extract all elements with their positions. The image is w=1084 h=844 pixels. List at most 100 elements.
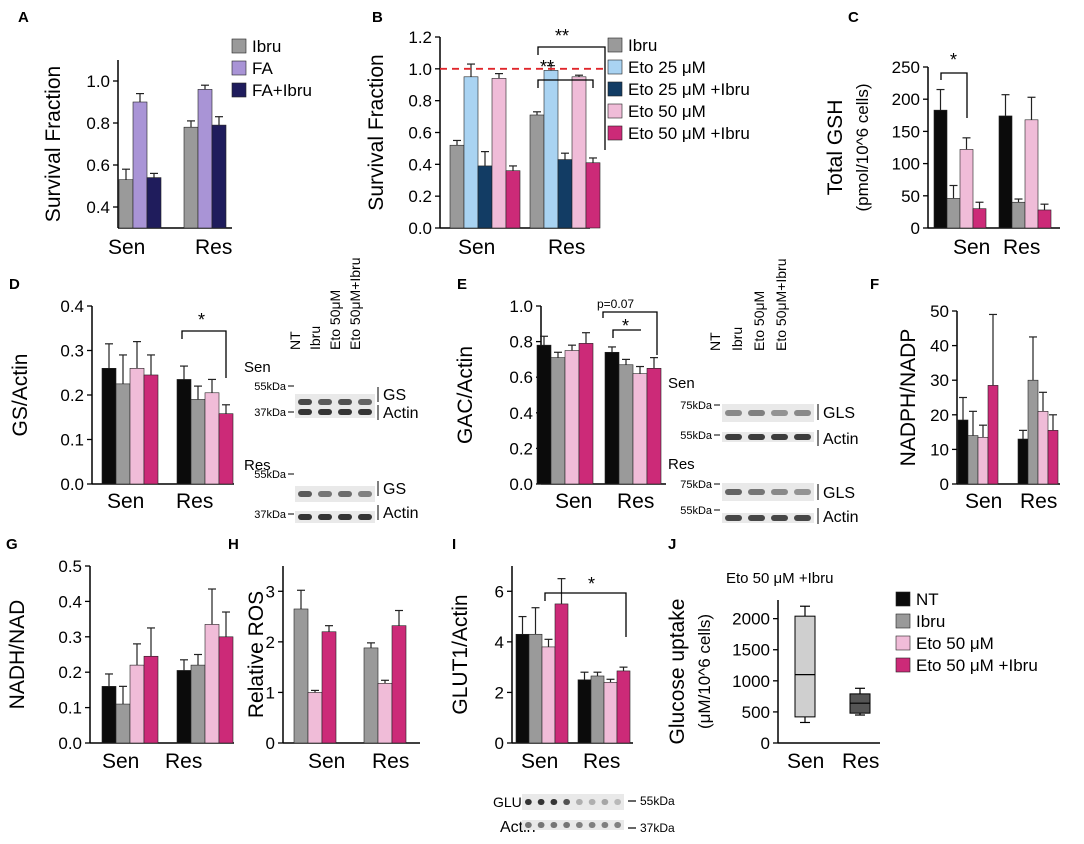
panel-title: Eto 50 μM +Ibru <box>726 570 833 587</box>
x-category-label: Res <box>176 490 213 513</box>
blot-band <box>748 515 765 521</box>
y-tick-label: 50 <box>901 187 920 206</box>
y-tick-label: 0.6 <box>509 368 533 387</box>
legend-label: Eto 50 μM +Ibru <box>628 124 750 143</box>
blot-strip <box>722 432 814 442</box>
legend-label: NT <box>916 590 939 609</box>
y-tick-label: 0.8 <box>86 114 110 133</box>
y-tick-label: 150 <box>892 122 920 141</box>
panel-label: F <box>870 276 879 293</box>
y-tick-label: 0 <box>495 734 504 753</box>
y-tick-label: 0.2 <box>58 663 82 682</box>
band-label: GS <box>383 387 406 404</box>
y-tick-label: 0.2 <box>509 439 533 458</box>
y-tick-label: 40 <box>930 337 949 356</box>
blot-band <box>771 515 788 521</box>
y-tick-label: 1 <box>266 683 275 702</box>
blot-band <box>794 410 811 416</box>
blot-marker: 37kDa <box>640 821 675 835</box>
y-tick-label: 0.4 <box>408 155 432 174</box>
x-category-label: Res <box>1003 236 1040 259</box>
y-tick-label: 0.4 <box>58 592 82 611</box>
y-axis-label: Relative ROS <box>245 591 268 718</box>
x-category-label: Sen <box>787 750 824 773</box>
y-axis-label: GLUT1/Actin <box>449 594 472 714</box>
y-tick-label: 0.1 <box>58 699 82 718</box>
y-axis-label: NADPH/NADP <box>897 329 920 467</box>
blot-band <box>358 409 372 415</box>
y-axis-label: Total GSH <box>824 100 847 196</box>
y-tick-label: 1000 <box>732 672 770 691</box>
y-axis-label: GAC/Actin <box>454 346 477 444</box>
bar <box>1017 438 1029 485</box>
blot-band <box>748 489 765 495</box>
legend-swatch <box>231 82 247 98</box>
blot-band <box>771 410 788 416</box>
blot-strip <box>295 486 375 502</box>
blot-band <box>794 434 811 440</box>
bar <box>115 383 131 485</box>
bar <box>604 351 620 485</box>
blot-band <box>338 514 352 520</box>
bar <box>1037 411 1049 485</box>
panel-label: I <box>452 536 456 553</box>
y-tick-label: 3 <box>266 582 275 601</box>
bar <box>1011 201 1026 229</box>
blot-band <box>601 822 609 828</box>
blot-band <box>725 434 742 440</box>
bar <box>578 343 594 485</box>
band-label: Actin <box>383 505 419 522</box>
blot-band <box>525 822 532 828</box>
bar <box>957 419 969 485</box>
band-label: Actin <box>383 405 419 422</box>
y-axis-label-2: (μM/10^6 cells) <box>695 614 714 729</box>
x-category-label: Sen <box>308 750 345 773</box>
y-tick-label: 0.4 <box>60 297 84 316</box>
bar <box>449 144 465 229</box>
bar <box>204 392 220 485</box>
blot-band <box>358 491 372 497</box>
x-category-label: Sen <box>102 750 139 773</box>
x-category-label: Sen <box>953 236 990 259</box>
sig-bracket <box>612 329 641 338</box>
legend-swatch <box>895 635 911 651</box>
bar <box>590 675 605 744</box>
bar <box>377 683 393 744</box>
blot-band <box>771 489 788 495</box>
legend-swatch <box>607 125 623 141</box>
panel-F: 0 10 20 30 40 50 Sen Res F NADPH/NADP <box>870 276 1060 513</box>
blot-group-label: Sen <box>668 375 695 392</box>
bar <box>129 367 145 485</box>
legend-label: Eto 50 μM +Ibru <box>916 656 1038 675</box>
bar <box>190 399 206 485</box>
sig-bracket <box>181 330 227 378</box>
legend-label: Eto 50 μM <box>628 102 706 121</box>
y-tick-label: 1.0 <box>509 297 533 316</box>
blot-band <box>576 799 583 805</box>
blot-marker: 55kDa <box>680 430 713 442</box>
legend-swatch <box>895 613 911 629</box>
legend-swatch <box>607 103 623 119</box>
panel-label: E <box>457 276 467 293</box>
blot-marker: 55kDa <box>254 469 287 481</box>
sig-bracket <box>537 46 606 150</box>
bar <box>197 89 213 229</box>
bar <box>515 633 530 744</box>
blot-strip <box>295 511 375 523</box>
lane-label: Ibru <box>307 326 323 350</box>
sig-bracket <box>537 79 594 88</box>
blot-marker: 55kDa <box>680 505 713 517</box>
blot-group-label: Sen <box>244 359 271 376</box>
blot-band <box>537 822 545 828</box>
x-category-label: Res <box>548 236 585 259</box>
bar <box>146 177 162 229</box>
blot-strip <box>722 483 814 501</box>
bar <box>190 664 206 744</box>
y-tick-label: 0.0 <box>60 475 84 494</box>
legend-label: Ibru <box>252 37 281 56</box>
sig-bracket <box>544 592 627 637</box>
legend-label: Eto 50 μM <box>916 634 994 653</box>
bar <box>972 208 987 229</box>
bar <box>1024 119 1039 229</box>
blot-band <box>614 799 621 805</box>
